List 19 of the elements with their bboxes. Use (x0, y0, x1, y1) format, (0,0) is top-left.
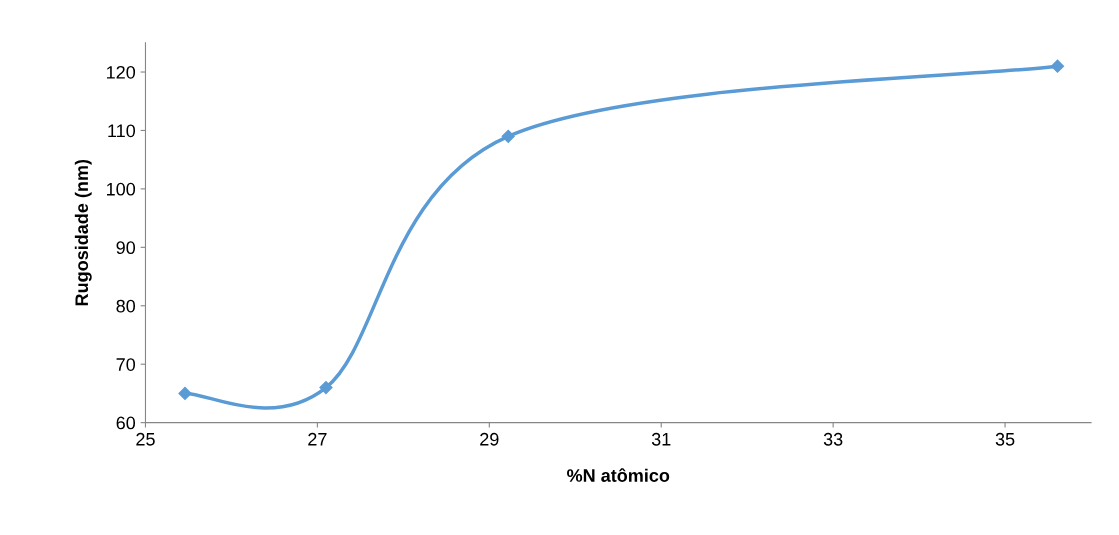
point (501, 129, 515, 143)
y-axis-title: Rugosidade (nm) (74, 159, 92, 306)
y-tick-label: 60 (116, 416, 136, 430)
x-tick-label: 29 (480, 432, 499, 446)
point (1050, 59, 1065, 73)
x-axis-title: %N atômico (567, 468, 670, 482)
point (178, 386, 192, 401)
y-tick-label: 80 (116, 299, 136, 313)
x-tick-label: 27 (308, 432, 327, 446)
x-tick-label: 31 (651, 432, 671, 446)
y-tick-label: 90 (116, 241, 136, 255)
y-tick-label: 70 (116, 358, 136, 371)
y-tick-label: 120 (107, 65, 136, 79)
y-tick-label: 100 (107, 182, 136, 196)
y-tick-label: 110 (108, 124, 136, 138)
x-tick-label: 25 (136, 432, 155, 446)
x-tick-label: 35 (995, 432, 1015, 446)
point (319, 380, 333, 395)
x-tick-label: 33 (823, 432, 843, 446)
